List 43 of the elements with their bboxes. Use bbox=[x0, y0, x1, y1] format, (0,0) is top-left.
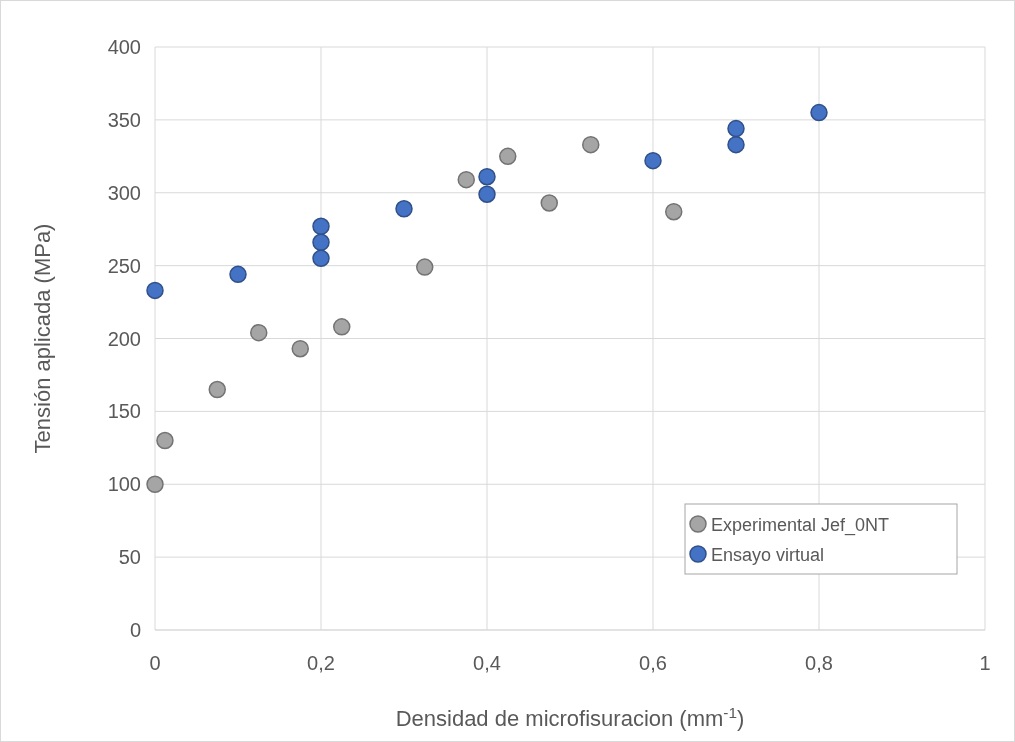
point bbox=[291, 339, 309, 358]
x-tick-label: 0,4 bbox=[473, 652, 501, 674]
point bbox=[208, 380, 226, 399]
point bbox=[146, 281, 164, 300]
legend-label: Experimental Jef_0NT bbox=[711, 515, 890, 536]
point bbox=[810, 103, 828, 122]
point bbox=[478, 167, 496, 186]
point bbox=[416, 258, 434, 276]
point bbox=[156, 431, 174, 450]
x-tick-label: 0,2 bbox=[307, 652, 335, 674]
x-tick-label: 0,8 bbox=[805, 652, 833, 674]
point bbox=[312, 233, 330, 252]
point bbox=[727, 135, 745, 154]
y-tick-label: 50 bbox=[118, 546, 141, 569]
x-tick-label: 0,6 bbox=[639, 652, 667, 674]
y-tick-label: 350 bbox=[107, 108, 141, 131]
x-tick-label: 1 bbox=[979, 652, 991, 674]
point bbox=[146, 475, 164, 493]
point bbox=[478, 185, 496, 203]
y-tick-label: 300 bbox=[107, 181, 141, 204]
y-tick-label: 0 bbox=[129, 619, 141, 641]
point bbox=[395, 200, 413, 218]
point bbox=[665, 202, 683, 221]
point bbox=[312, 249, 330, 268]
x-tick-label: 0 bbox=[149, 652, 161, 674]
y-tick-label: 150 bbox=[107, 400, 141, 423]
y-axis-title: Tensión aplicada (MPa) bbox=[30, 223, 55, 454]
point bbox=[540, 194, 558, 212]
point bbox=[333, 318, 351, 336]
point bbox=[229, 265, 247, 284]
legend-label: Ensayo virtual bbox=[711, 545, 825, 565]
y-tick-label: 250 bbox=[107, 254, 141, 277]
point bbox=[312, 217, 330, 236]
y-tick-label: 200 bbox=[107, 327, 141, 350]
point bbox=[499, 147, 517, 166]
point bbox=[644, 151, 662, 170]
point bbox=[457, 170, 475, 189]
y-tick-label: 400 bbox=[107, 36, 141, 58]
y-tick-label: 100 bbox=[107, 473, 141, 496]
x-axis-title: Densidad de microfisuracion (mm$^{-1}$) bbox=[395, 703, 745, 731]
point bbox=[250, 323, 268, 342]
point bbox=[582, 135, 600, 154]
point bbox=[727, 119, 745, 138]
